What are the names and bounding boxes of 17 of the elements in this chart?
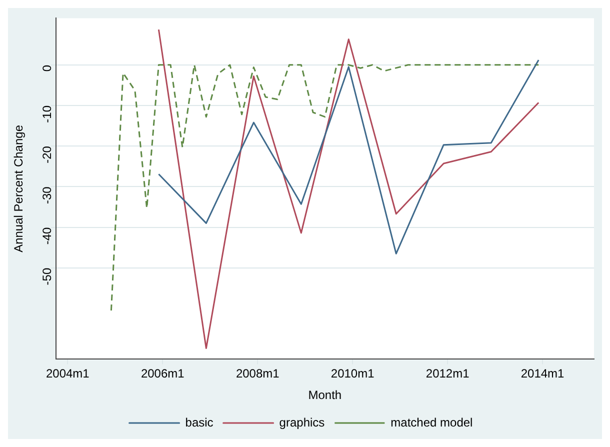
- legend-label: basic: [185, 415, 214, 430]
- legend-label: graphics: [279, 415, 325, 430]
- y-axis-title: Annual Percent Change: [12, 124, 26, 252]
- x-tick-label: 2010m1: [330, 366, 375, 381]
- x-tick-label: 2012m1: [426, 366, 470, 381]
- y-tick-label: -40: [40, 226, 54, 245]
- x-axis-title: Month: [308, 388, 342, 402]
- x-tick-label: 2006m1: [140, 366, 185, 381]
- y-tick-label: -10: [40, 105, 54, 123]
- legend-label: matched model: [390, 415, 473, 430]
- y-tick-label: -20: [40, 146, 54, 164]
- y-tick-label: 0: [40, 64, 54, 72]
- x-tick-label: 2008m1: [236, 366, 280, 381]
- x-tick-label: 2004m1: [46, 366, 90, 381]
- y-tick-label: -50: [40, 268, 54, 286]
- x-tick-label: 2014m1: [520, 366, 565, 381]
- y-tick-label: -30: [40, 186, 54, 204]
